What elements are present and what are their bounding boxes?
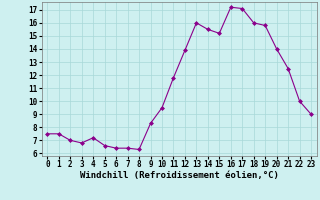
X-axis label: Windchill (Refroidissement éolien,°C): Windchill (Refroidissement éolien,°C): [80, 171, 279, 180]
